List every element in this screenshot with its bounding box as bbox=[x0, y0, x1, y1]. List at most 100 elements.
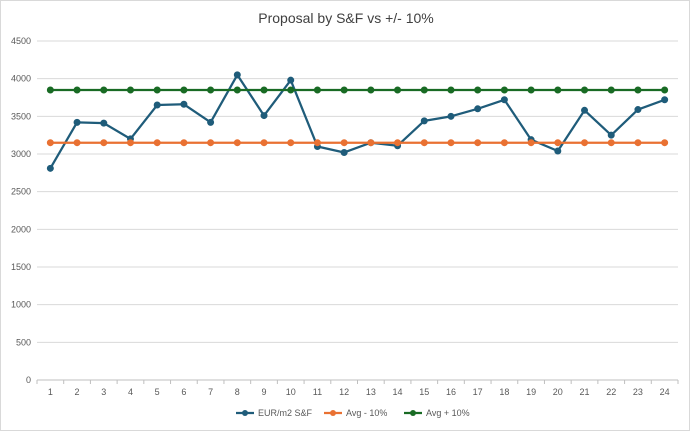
series-2 bbox=[46, 86, 669, 94]
series-1 bbox=[46, 139, 669, 147]
legend-label: Avg - 10% bbox=[346, 408, 387, 418]
data-point bbox=[581, 106, 589, 114]
data-point bbox=[447, 139, 455, 147]
data-point bbox=[661, 86, 669, 94]
x-tick-label: 7 bbox=[208, 387, 213, 397]
data-point bbox=[207, 86, 215, 94]
data-point bbox=[554, 147, 562, 155]
data-point bbox=[500, 139, 508, 147]
y-tick-label: 1500 bbox=[11, 262, 31, 272]
legend-item: Avg + 10% bbox=[404, 408, 470, 418]
legend-marker bbox=[410, 410, 416, 416]
data-point bbox=[474, 139, 482, 147]
data-point bbox=[100, 119, 108, 127]
data-point bbox=[313, 86, 321, 94]
y-tick-label: 500 bbox=[16, 337, 31, 347]
data-point bbox=[420, 139, 428, 147]
data-point bbox=[447, 112, 455, 120]
chart-title: Proposal by S&F vs +/- 10% bbox=[258, 10, 433, 26]
data-point bbox=[73, 139, 81, 147]
series-layer bbox=[46, 71, 669, 172]
data-point bbox=[367, 86, 375, 94]
x-tick-label: 8 bbox=[235, 387, 240, 397]
y-tick-label: 1000 bbox=[11, 300, 31, 310]
x-tick-label: 19 bbox=[526, 387, 536, 397]
data-point bbox=[607, 139, 615, 147]
x-tick-label: 11 bbox=[313, 387, 322, 397]
y-tick-label: 2000 bbox=[11, 224, 31, 234]
x-tick-label: 6 bbox=[181, 387, 186, 397]
data-point bbox=[661, 139, 669, 147]
data-point bbox=[474, 86, 482, 94]
data-point bbox=[287, 86, 295, 94]
data-point bbox=[527, 86, 535, 94]
x-tick-label: 15 bbox=[419, 387, 429, 397]
data-point bbox=[260, 86, 268, 94]
x-tick-label: 13 bbox=[366, 387, 376, 397]
data-point bbox=[287, 76, 295, 84]
x-tick-label: 12 bbox=[339, 387, 349, 397]
data-point bbox=[527, 139, 535, 147]
data-point bbox=[180, 100, 188, 108]
y-tick-label: 4000 bbox=[11, 74, 31, 84]
data-point bbox=[46, 164, 54, 172]
data-point bbox=[634, 139, 642, 147]
data-point bbox=[233, 71, 241, 79]
data-point bbox=[313, 139, 321, 147]
data-point bbox=[581, 86, 589, 94]
data-point bbox=[260, 139, 268, 147]
data-point bbox=[634, 86, 642, 94]
data-point bbox=[581, 139, 589, 147]
y-tick-label: 3000 bbox=[11, 149, 31, 159]
data-point bbox=[634, 106, 642, 114]
data-point bbox=[73, 118, 81, 126]
x-tick-label: 24 bbox=[660, 387, 670, 397]
y-tick-label: 0 bbox=[26, 375, 31, 385]
data-point bbox=[607, 86, 615, 94]
data-point bbox=[554, 139, 562, 147]
data-point bbox=[394, 86, 402, 94]
data-point bbox=[100, 139, 108, 147]
data-point bbox=[207, 139, 215, 147]
data-point bbox=[607, 131, 615, 139]
data-point bbox=[180, 86, 188, 94]
y-tick-label: 3500 bbox=[11, 111, 31, 121]
data-point bbox=[420, 117, 428, 125]
legend-label: Avg + 10% bbox=[426, 408, 470, 418]
legend-item: EUR/m2 S&F bbox=[236, 408, 313, 418]
data-point bbox=[153, 86, 161, 94]
x-tick-label: 22 bbox=[606, 387, 616, 397]
data-point bbox=[153, 101, 161, 109]
data-point bbox=[500, 96, 508, 104]
data-point bbox=[367, 139, 375, 147]
data-point bbox=[46, 139, 54, 147]
legend-item: Avg - 10% bbox=[324, 408, 387, 418]
data-point bbox=[233, 139, 241, 147]
x-tick-label: 10 bbox=[286, 387, 296, 397]
x-tick-label: 21 bbox=[580, 387, 590, 397]
data-point bbox=[340, 86, 348, 94]
x-tick-label: 18 bbox=[499, 387, 509, 397]
legend-marker bbox=[242, 410, 248, 416]
legend-marker bbox=[330, 410, 336, 416]
data-point bbox=[126, 139, 134, 147]
data-point bbox=[447, 86, 455, 94]
series-0 bbox=[46, 71, 669, 172]
data-point bbox=[233, 86, 241, 94]
gridlines bbox=[37, 40, 678, 381]
data-point bbox=[500, 86, 508, 94]
data-point bbox=[340, 148, 348, 156]
data-point bbox=[126, 86, 134, 94]
y-tick-label: 4500 bbox=[11, 36, 31, 46]
data-point bbox=[340, 139, 348, 147]
data-point bbox=[260, 112, 268, 120]
data-point bbox=[474, 105, 482, 113]
x-tick-label: 3 bbox=[101, 387, 106, 397]
series-line bbox=[49, 73, 666, 169]
data-point bbox=[207, 118, 215, 126]
data-point bbox=[394, 139, 402, 147]
legend: EUR/m2 S&F Avg - 10% Avg + 10% bbox=[236, 408, 470, 418]
